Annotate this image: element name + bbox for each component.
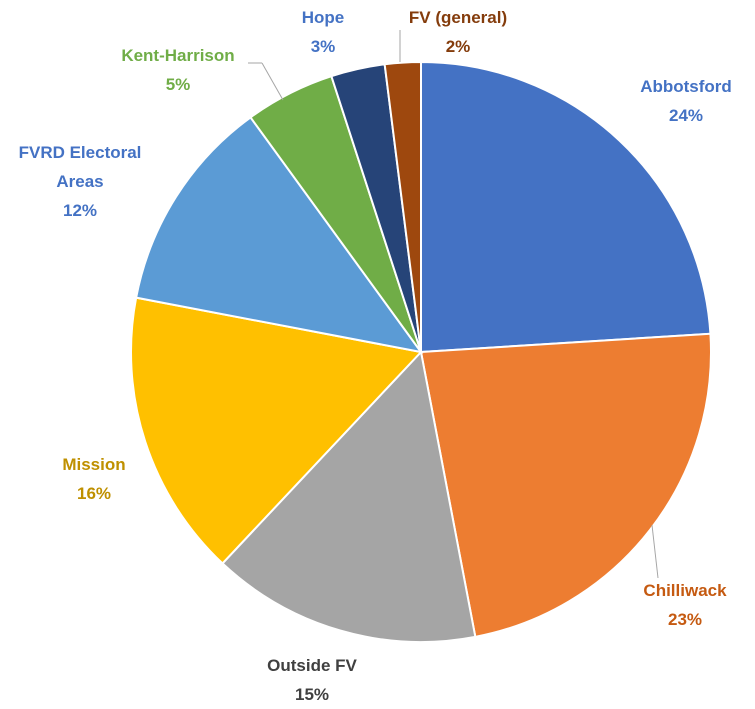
value-label: 5% xyxy=(165,75,191,94)
pie-slice xyxy=(221,349,477,643)
value-label: 16% xyxy=(76,484,112,503)
value-label: 15% xyxy=(294,685,330,704)
slice-label: FVRD Electoral Areas 12% xyxy=(5,138,155,225)
slice-label: Chilliwack 23% xyxy=(600,576,755,634)
slice-label: FV (general) 2% xyxy=(373,3,543,61)
category-name: Outside FV xyxy=(267,656,357,675)
leader-line xyxy=(261,62,284,101)
category-name: Hope xyxy=(301,8,345,27)
pie-slice xyxy=(419,332,712,639)
category-name: FVRD Electoral Areas xyxy=(18,143,142,191)
category-name: Kent-Harrison xyxy=(121,46,235,65)
value-label: 2% xyxy=(445,37,471,56)
slice-label: Mission 16% xyxy=(9,450,179,508)
value-label: 3% xyxy=(310,37,336,56)
category-name: Abbotsford xyxy=(640,77,732,96)
category-name: Mission xyxy=(62,455,126,474)
slice-label: Kent-Harrison 5% xyxy=(93,41,263,99)
slice-label: Hope 3% xyxy=(238,3,408,61)
category-name: Chilliwack xyxy=(643,581,727,600)
pie-slice xyxy=(130,296,423,565)
pie-slice xyxy=(420,60,712,354)
category-name: FV (general) xyxy=(408,8,508,27)
value-label: 24% xyxy=(668,106,704,125)
value-label: 12% xyxy=(62,201,98,220)
pie-slice xyxy=(134,115,424,354)
slice-label: Outside FV 15% xyxy=(227,651,397,709)
pie-slice xyxy=(383,60,422,353)
slice-label: Abbotsford 24% xyxy=(601,72,755,130)
leader-line xyxy=(651,524,659,579)
value-label: 23% xyxy=(667,610,703,629)
